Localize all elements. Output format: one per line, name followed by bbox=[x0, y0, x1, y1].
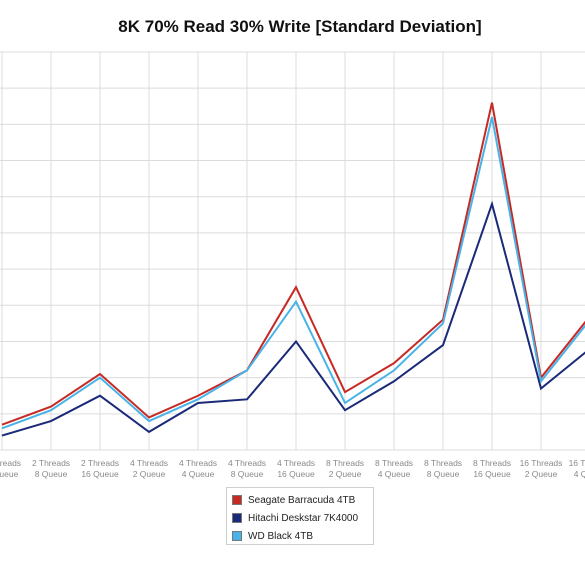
legend-label: Hitachi Deskstar 7K4000 bbox=[248, 512, 359, 524]
legend: Seagate Barracuda 4TB Hitachi Deskstar 7K… bbox=[226, 487, 374, 545]
legend-label: Seagate Barracuda 4TB bbox=[248, 494, 356, 506]
x-tick-label: 4 Threads 16 Queue bbox=[277, 458, 315, 479]
legend-item: WD Black 4TB bbox=[232, 527, 373, 545]
x-tick-label: 2 Threads 16 Queue bbox=[81, 458, 119, 479]
series-lines bbox=[1, 102, 585, 437]
x-tick-label: 8 Threads 8 Queue bbox=[424, 458, 462, 479]
x-tick-label: 16 Threads 2 Queue bbox=[520, 458, 563, 479]
x-tick-label: 4 Threads 4 Queue bbox=[179, 458, 217, 479]
x-tick-label: 8 Threads 2 Queue bbox=[326, 458, 364, 479]
chart-title: 8K 70% Read 30% Write [Standard Deviatio… bbox=[118, 17, 482, 36]
series-line-3 bbox=[1, 116, 585, 430]
series-line-2 bbox=[1, 200, 585, 437]
x-tick-label: 8 Threads 4 Queue bbox=[375, 458, 413, 479]
legend-swatch bbox=[232, 513, 242, 523]
legend-swatch bbox=[232, 531, 242, 541]
x-tick-label: 2 Threads 8 Queue bbox=[32, 458, 70, 479]
x-tick-label: 4 Threads 8 Queue bbox=[228, 458, 266, 479]
x-tick-label: 8 Threads 16 Queue bbox=[473, 458, 511, 479]
legend-item: Hitachi Deskstar 7K4000 bbox=[232, 509, 373, 527]
legend-item: Seagate Barracuda 4TB bbox=[232, 491, 373, 509]
legend-swatch bbox=[232, 495, 242, 505]
x-tick-label: 4 Threads 2 Queue bbox=[130, 458, 168, 479]
legend-label: WD Black 4TB bbox=[248, 530, 314, 542]
grid bbox=[0, 51, 585, 451]
series-line-1 bbox=[1, 102, 585, 426]
